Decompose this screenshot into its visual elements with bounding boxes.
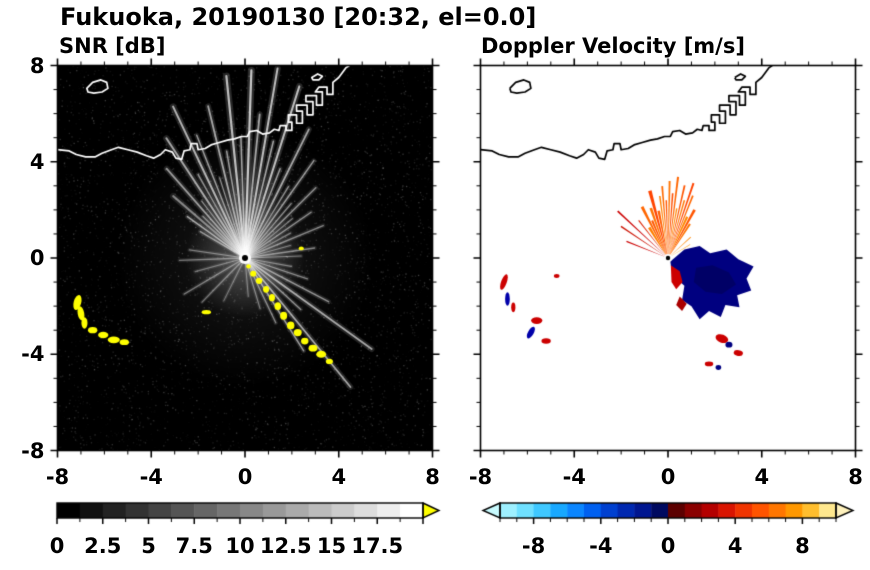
snr-colorbar-tick-label: 17.5 — [351, 534, 404, 558]
snr-colorbar-tick-label: 7.5 — [175, 534, 213, 558]
right-panel-title: Doppler Velocity [m/s] — [481, 34, 745, 58]
x-tick-label-right-panel: -8 — [468, 465, 493, 489]
y-tick-label: 4 — [29, 149, 45, 174]
x-tick-label-right-panel: 4 — [754, 465, 770, 489]
velocity-colorbar-tick-label: 0 — [660, 534, 676, 558]
snr-colorbar-tick-label: 12.5 — [259, 534, 312, 558]
y-tick-label: -8 — [21, 438, 45, 463]
velocity-colorbar-tick-label: 8 — [795, 534, 810, 558]
x-tick-label-left-panel: 4 — [331, 465, 347, 489]
snr-colorbar-tick-label: 0 — [49, 534, 65, 558]
left-panel-title: SNR [dB] — [59, 34, 166, 58]
figure-title: Fukuoka, 20190130 [20:32, el=0.0] — [60, 3, 537, 31]
snr-colorbar-tick-label: 10 — [225, 534, 255, 558]
y-tick-label: 8 — [29, 53, 45, 78]
x-tick-label-left-panel: -4 — [139, 465, 163, 489]
snr-colorbar-tick-label: 2.5 — [84, 534, 122, 558]
y-tick-label: 0 — [29, 246, 45, 270]
snr-colorbar-tick-label: 15 — [316, 534, 347, 558]
x-tick-label-right-panel: -4 — [562, 465, 586, 489]
velocity-colorbar-tick-label: 4 — [727, 534, 743, 558]
x-tick-label-right-panel: 0 — [660, 465, 676, 489]
y-tick-label: -4 — [21, 342, 45, 367]
velocity-colorbar-tick-label: -8 — [521, 534, 546, 558]
snr-colorbar-tick-label: 5 — [141, 534, 156, 558]
x-tick-label-right-panel: 8 — [848, 465, 863, 489]
x-tick-label-left-panel: -8 — [45, 465, 70, 489]
x-tick-label-left-panel: 0 — [237, 465, 253, 489]
velocity-colorbar-tick-label: -4 — [589, 534, 613, 558]
x-tick-label-left-panel: 8 — [425, 465, 440, 489]
